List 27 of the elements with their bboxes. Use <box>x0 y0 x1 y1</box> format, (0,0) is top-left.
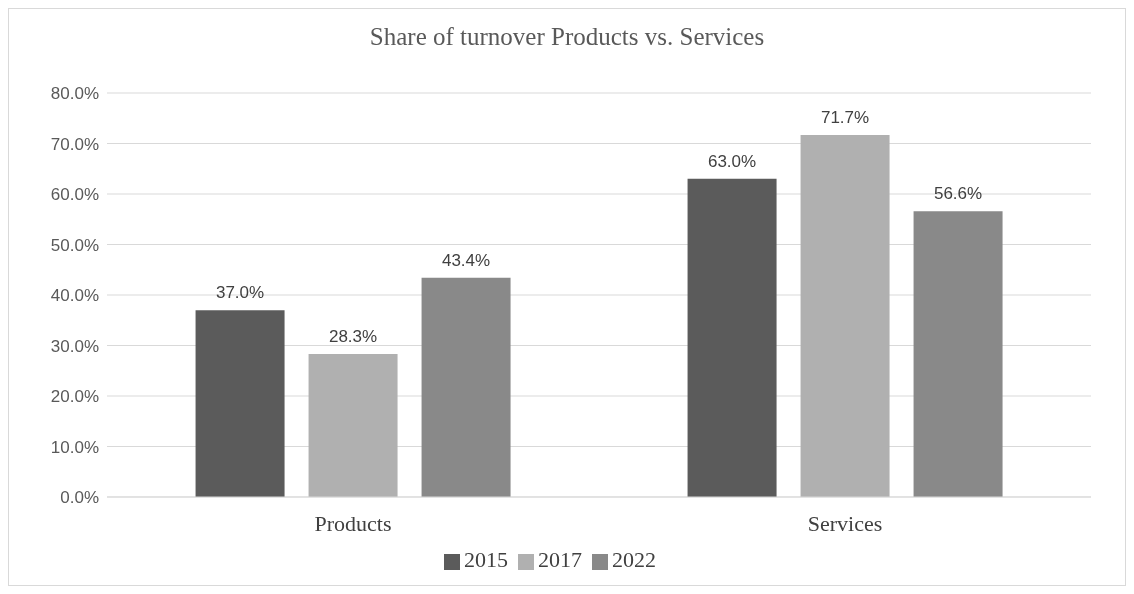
legend-label: 2017 <box>538 547 582 572</box>
x-tick-label: Products <box>314 510 392 536</box>
data-label: 43.4% <box>441 250 491 270</box>
data-label: 71.7% <box>820 107 870 127</box>
chart-title: Share of turnover Products vs. Services <box>368 22 766 52</box>
data-label: 37.0% <box>215 283 265 303</box>
bar <box>687 178 777 497</box>
x-tick-label: Services <box>807 510 883 536</box>
legend-label: 2022 <box>612 547 656 572</box>
bar <box>913 211 1003 497</box>
bar <box>308 354 398 497</box>
data-label: 28.3% <box>328 327 378 347</box>
data-label: 56.6% <box>933 184 983 204</box>
y-tick-label: 60.0% <box>50 185 99 205</box>
y-tick-label: 0.0% <box>60 488 99 508</box>
data-label: 63.0% <box>707 151 757 171</box>
y-tick-label: 10.0% <box>50 437 99 457</box>
y-tick-label: 40.0% <box>50 286 99 306</box>
legend-label: 2015 <box>464 547 508 572</box>
bar <box>195 310 285 497</box>
y-tick-label: 70.0% <box>50 134 99 154</box>
y-tick-label: 80.0% <box>50 84 99 104</box>
bar <box>421 277 511 497</box>
bar <box>800 134 890 497</box>
y-tick-label: 20.0% <box>50 387 99 407</box>
y-tick-label: 50.0% <box>50 235 99 255</box>
y-tick-label: 30.0% <box>50 336 99 356</box>
